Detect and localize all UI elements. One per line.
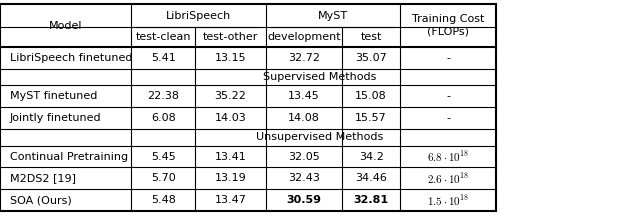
Text: 14.03: 14.03 [214, 113, 246, 123]
Text: Supervised Methods: Supervised Methods [263, 72, 377, 82]
Text: $1.5 \cdot 10^{18}$: $1.5 \cdot 10^{18}$ [427, 193, 469, 208]
Text: SOA (Ours): SOA (Ours) [10, 195, 71, 205]
Text: 32.43: 32.43 [288, 173, 320, 183]
Text: LibriSpeech: LibriSpeech [166, 11, 231, 21]
Text: 5.45: 5.45 [151, 152, 175, 161]
Text: 30.59: 30.59 [287, 195, 321, 205]
Text: 13.47: 13.47 [214, 195, 246, 205]
Text: Model: Model [49, 21, 83, 31]
Text: 13.45: 13.45 [288, 91, 320, 101]
Text: -: - [446, 113, 450, 123]
Text: 5.70: 5.70 [151, 173, 175, 183]
Text: 35.07: 35.07 [355, 53, 387, 63]
Text: test-other: test-other [203, 32, 258, 42]
Text: 15.08: 15.08 [355, 91, 387, 101]
Text: 35.22: 35.22 [214, 91, 246, 101]
Text: 5.41: 5.41 [151, 53, 175, 63]
Text: Jointly finetuned: Jointly finetuned [10, 113, 101, 123]
Text: 32.72: 32.72 [288, 53, 320, 63]
Text: 22.38: 22.38 [147, 91, 179, 101]
Text: 32.81: 32.81 [354, 195, 388, 205]
Text: -: - [446, 91, 450, 101]
Text: 13.41: 13.41 [214, 152, 246, 161]
Text: 14.08: 14.08 [288, 113, 320, 123]
Text: 34.46: 34.46 [355, 173, 387, 183]
Text: MyST: MyST [317, 11, 348, 21]
Text: test: test [360, 32, 382, 42]
Text: 13.19: 13.19 [214, 173, 246, 183]
Text: Training Cost
(FLOPs): Training Cost (FLOPs) [412, 15, 484, 37]
Text: LibriSpeech finetuned: LibriSpeech finetuned [10, 53, 132, 63]
Text: 32.05: 32.05 [288, 152, 320, 161]
Text: M2DS2 [19]: M2DS2 [19] [10, 173, 76, 183]
Text: 15.57: 15.57 [355, 113, 387, 123]
Text: 13.15: 13.15 [214, 53, 246, 63]
Text: -: - [446, 53, 450, 63]
Text: $2.6 \cdot 10^{18}$: $2.6 \cdot 10^{18}$ [427, 171, 469, 186]
Text: $6.8 \cdot 10^{18}$: $6.8 \cdot 10^{18}$ [427, 149, 469, 164]
Text: 34.2: 34.2 [359, 152, 383, 161]
Text: MyST finetuned: MyST finetuned [10, 91, 97, 101]
Text: Continual Pretraining: Continual Pretraining [10, 152, 128, 161]
Text: Unsupervised Methods: Unsupervised Methods [257, 132, 383, 142]
Text: 6.08: 6.08 [151, 113, 175, 123]
Text: 5.48: 5.48 [151, 195, 175, 205]
Text: test-clean: test-clean [136, 32, 191, 42]
Text: development: development [267, 32, 341, 42]
